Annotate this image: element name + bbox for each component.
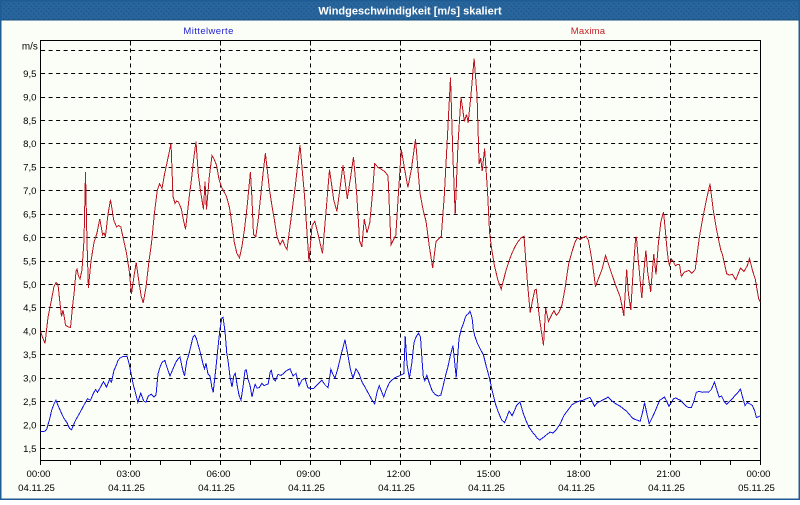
svg-text:8,0: 8,0 <box>23 139 36 150</box>
svg-text:3,0: 3,0 <box>23 374 36 385</box>
svg-text:04.11.25: 04.11.25 <box>288 483 325 494</box>
svg-text:4,5: 4,5 <box>23 303 36 314</box>
svg-text:4,0: 4,0 <box>23 327 36 338</box>
svg-text:18:00: 18:00 <box>566 469 590 480</box>
svg-text:Mittelwerte: Mittelwerte <box>183 26 233 37</box>
svg-text:7,5: 7,5 <box>23 163 36 174</box>
svg-text:09:00: 09:00 <box>296 469 320 480</box>
svg-text:04.11.25: 04.11.25 <box>558 483 595 494</box>
svg-text:00:00: 00:00 <box>746 469 770 480</box>
svg-text:2,0: 2,0 <box>23 420 36 431</box>
svg-text:5,5: 5,5 <box>23 256 36 267</box>
svg-text:04.11.25: 04.11.25 <box>378 483 415 494</box>
svg-text:04.11.25: 04.11.25 <box>468 483 505 494</box>
svg-text:6,0: 6,0 <box>23 233 36 244</box>
svg-text:06:00: 06:00 <box>206 469 230 480</box>
svg-text:7,0: 7,0 <box>23 186 36 197</box>
svg-text:6,5: 6,5 <box>23 210 36 221</box>
svg-text:04.11.25: 04.11.25 <box>18 483 55 494</box>
svg-text:9,0: 9,0 <box>23 92 36 103</box>
svg-text:9,5: 9,5 <box>23 69 36 80</box>
svg-text:m/s: m/s <box>22 42 38 53</box>
svg-text:05.11.25: 05.11.25 <box>738 483 775 494</box>
svg-text:2,5: 2,5 <box>23 397 36 408</box>
svg-text:04.11.25: 04.11.25 <box>198 483 235 494</box>
svg-text:1,5: 1,5 <box>23 444 36 455</box>
svg-text:03:00: 03:00 <box>116 469 140 480</box>
svg-text:5,0: 5,0 <box>23 280 36 291</box>
svg-text:Maxima: Maxima <box>571 26 606 37</box>
svg-text:04.11.25: 04.11.25 <box>648 483 685 494</box>
svg-text:04.11.25: 04.11.25 <box>108 483 145 494</box>
svg-text:3,5: 3,5 <box>23 350 36 361</box>
svg-text:12:00: 12:00 <box>386 469 410 480</box>
svg-text:Windgeschwindigkeit [m/s] skal: Windgeschwindigkeit [m/s] skaliert <box>318 6 502 18</box>
svg-text:21:00: 21:00 <box>656 469 680 480</box>
svg-text:00:00: 00:00 <box>26 469 50 480</box>
svg-text:15:00: 15:00 <box>476 469 500 480</box>
svg-text:8,5: 8,5 <box>23 116 36 127</box>
